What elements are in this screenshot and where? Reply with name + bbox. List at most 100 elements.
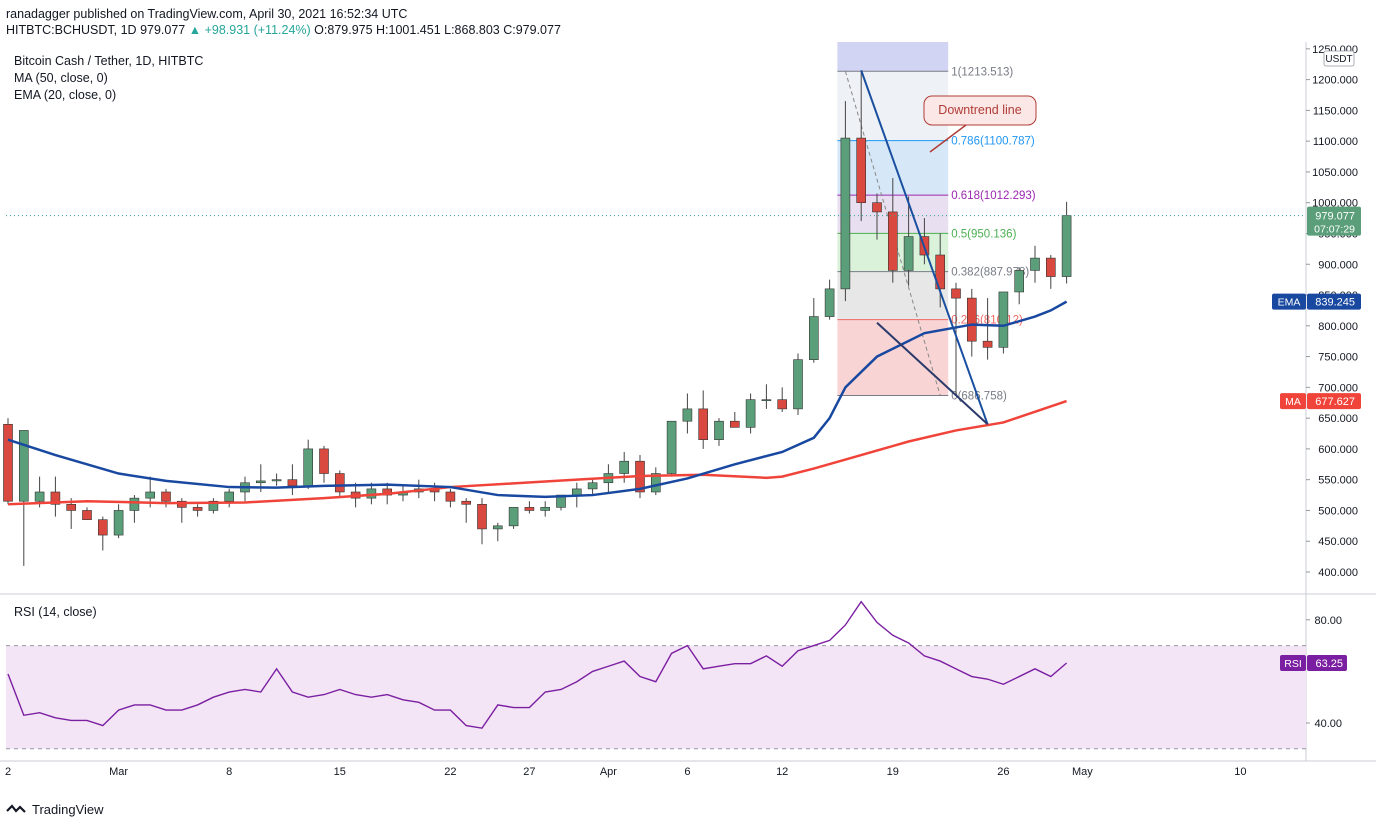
ema-value: 839.245 <box>1315 297 1355 309</box>
footer-brand: TradingView <box>32 802 104 817</box>
time-tick-label: 8 <box>226 766 232 778</box>
fib-band <box>837 71 949 141</box>
bull-candle <box>303 448 314 487</box>
price-label: 979.077 <box>1315 211 1355 223</box>
time-tick-label: Apr <box>600 766 617 778</box>
price-tick-label: 650.000 <box>1318 413 1358 425</box>
price-tick-label: 1150.000 <box>1313 105 1358 117</box>
bull-candle <box>540 507 551 511</box>
time-tick-label: 12 <box>776 766 788 778</box>
symbol-line: HITBTC:BCHUSDT, 1D 979.077 ▲ +98.931 (+1… <box>6 22 561 38</box>
price-tick-label: 900.000 <box>1318 259 1358 271</box>
bear-candle <box>951 288 961 299</box>
time-tick-label: May <box>1072 766 1093 778</box>
price-tick-label: 500.000 <box>1318 505 1358 517</box>
annotation-pointer <box>929 124 967 153</box>
rsi-tick-label: 40.00 <box>1314 718 1342 730</box>
bull-candle <box>113 510 124 536</box>
price-tick-label: 1250.000 <box>1312 44 1358 56</box>
fib-level-label: 0(686.758) <box>951 391 1007 403</box>
bull-candle <box>808 316 819 360</box>
current-price: 979.077 <box>140 23 186 37</box>
bear-candle <box>177 500 187 508</box>
unit-label: USDT <box>1325 54 1352 65</box>
tradingview-footer[interactable]: TradingView <box>6 802 104 817</box>
ema20-line <box>7 300 1068 499</box>
price-tick-label: 950.000 <box>1318 228 1358 240</box>
price-tick-label: 600.000 <box>1318 444 1358 456</box>
price-tick-label: 700.000 <box>1318 382 1358 394</box>
price-tick-label: 800.000 <box>1318 321 1358 333</box>
bear-candle <box>887 211 898 271</box>
bear-candle <box>919 236 930 256</box>
time-tick-label: 26 <box>997 766 1009 778</box>
bull-candle <box>1061 215 1072 277</box>
author-line: ranadagger published on TradingView.com,… <box>6 7 408 21</box>
legend-ema[interactable]: EMA (20, close, 0) <box>14 88 117 102</box>
rsi-tag: RSI <box>1284 658 1302 670</box>
bear-candle <box>635 460 645 493</box>
ema-tag-bg <box>1272 293 1306 310</box>
bear-candle <box>935 254 946 290</box>
bull-candle <box>398 491 408 496</box>
bull-candle <box>18 430 29 502</box>
bull-candle <box>666 420 677 474</box>
price-countdown: 07:07:29 <box>1314 224 1355 236</box>
downtrend-line <box>860 70 989 425</box>
annotation-box <box>923 95 1037 126</box>
bear-candle <box>334 473 345 493</box>
bear-candle <box>477 503 487 530</box>
time-tick-label: 15 <box>334 766 346 778</box>
price-change: ▲ +98.931 (+11.24%) <box>188 23 311 37</box>
bull-candle <box>34 491 45 502</box>
fib-band <box>837 140 949 196</box>
legend-ma[interactable]: MA (50, close, 0) <box>14 71 108 85</box>
bear-candle <box>461 500 472 505</box>
price-tick-label: 550.000 <box>1318 475 1358 487</box>
fib-band <box>837 195 949 234</box>
bull-candle <box>1014 270 1025 293</box>
ma-value: 677.627 <box>1315 396 1355 408</box>
bear-candle <box>698 408 709 440</box>
bull-candle <box>745 399 756 428</box>
ema-tag: EMA <box>1278 297 1301 309</box>
bull-candle <box>761 399 772 401</box>
bull-candle <box>840 137 851 290</box>
bull-candle <box>793 359 803 410</box>
time-tick-label: Mar <box>109 766 128 778</box>
tradingview-logo-icon <box>6 803 26 817</box>
legend-title: Bitcoin Cash / Tether, 1D, HITBTC <box>14 54 204 68</box>
rsi-legend[interactable]: RSI (14, close) <box>14 605 97 619</box>
bull-candle <box>129 497 140 511</box>
bear-candle <box>98 519 108 536</box>
bear-candle <box>982 340 993 348</box>
bull-candle <box>714 420 724 440</box>
price-tick-label: 1200.000 <box>1312 75 1358 87</box>
bear-candle <box>82 510 92 520</box>
rsi-tick-label: 80.00 <box>1314 615 1342 627</box>
bull-candle <box>650 473 661 493</box>
bull-candle <box>413 488 424 493</box>
time-tick-label: 10 <box>1234 766 1246 778</box>
cross-line <box>876 321 989 426</box>
bull-candle <box>492 525 503 530</box>
bull-candle <box>508 507 519 527</box>
bull-candle <box>271 479 282 482</box>
bear-candle <box>350 491 361 499</box>
bull-candle <box>587 482 598 490</box>
bear-candle <box>777 399 788 410</box>
bear-candle <box>161 491 171 502</box>
ema-value-bg <box>1307 293 1361 310</box>
bull-candle <box>682 408 693 422</box>
chart-header: ranadagger published on TradingView.com,… <box>6 6 561 38</box>
price-label-bg <box>1307 206 1361 236</box>
bear-candle <box>856 137 867 203</box>
fib-trend-line <box>844 71 941 396</box>
rsi-value-bg <box>1307 655 1347 672</box>
bear-candle <box>524 507 535 511</box>
bull-candle <box>208 500 219 511</box>
fib-level-label: 0.618(1012.293) <box>951 190 1036 202</box>
fib-level-label: 0.236(810.12) <box>951 315 1023 327</box>
bull-candle <box>255 480 266 484</box>
